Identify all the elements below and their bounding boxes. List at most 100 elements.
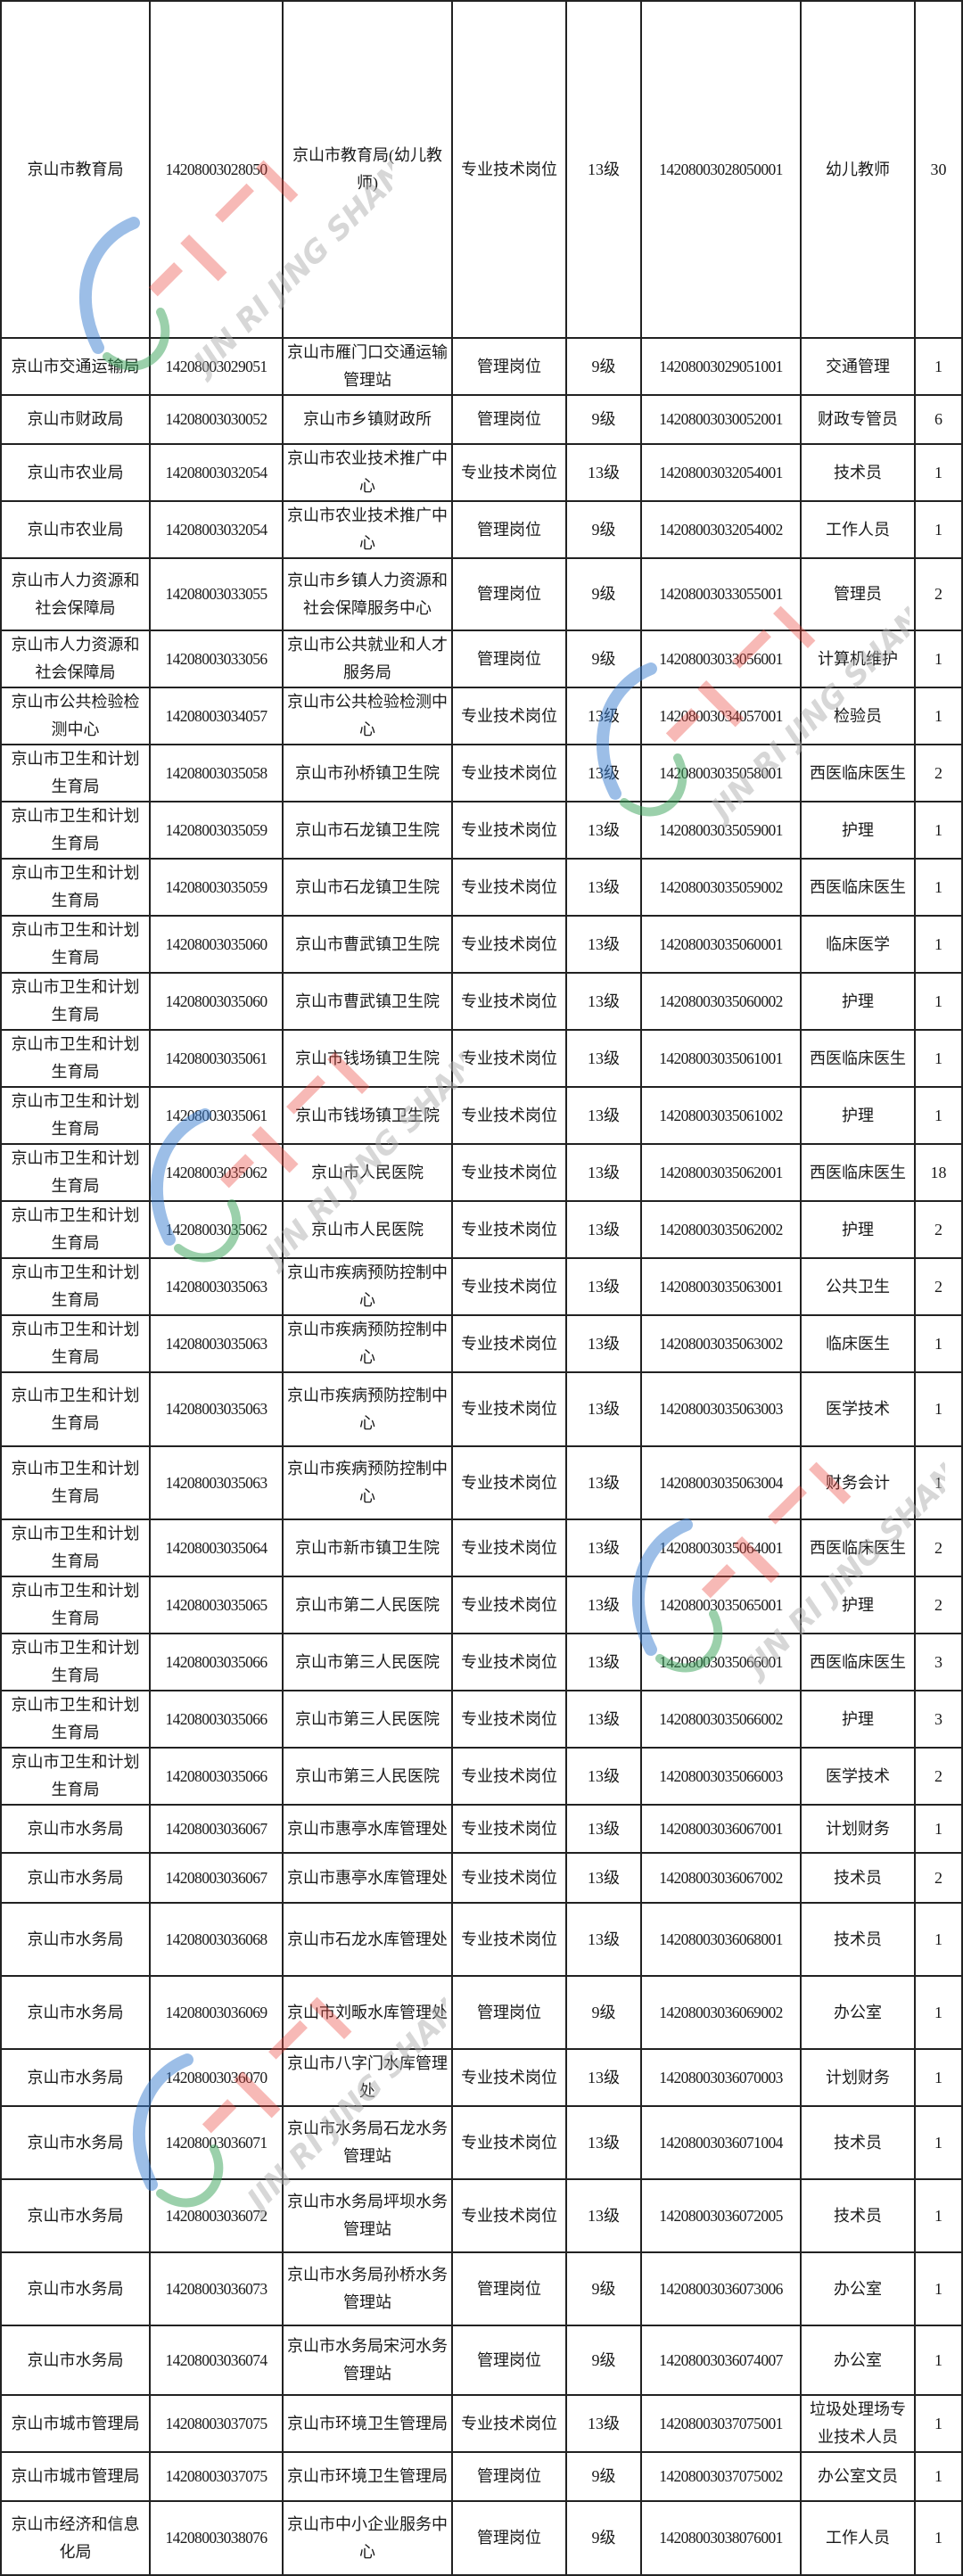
cell-position-code: 14208003035064001 bbox=[640, 1518, 802, 1577]
cell-department: 京山市公共检验检测中心 bbox=[0, 687, 151, 745]
cell-grade: 13级 bbox=[565, 443, 642, 502]
cell-grade: 13级 bbox=[565, 858, 642, 917]
cell-position-type: 专业技术岗位 bbox=[451, 915, 567, 974]
cell-unit: 京山市教育局(幼儿教师) bbox=[282, 0, 453, 339]
cell-grade: 9级 bbox=[565, 2325, 642, 2396]
cell-unit: 京山市中小企业服务中心 bbox=[282, 2500, 453, 2576]
cell-grade: 9级 bbox=[565, 337, 642, 396]
cell-position-type: 专业技术岗位 bbox=[451, 2178, 567, 2253]
cell-unit: 京山市刘畈水库管理处 bbox=[282, 1975, 453, 2050]
cell-headcount: 1 bbox=[914, 2500, 963, 2576]
table-row: 京山市卫生和计划生育局 14208003035059 京山市石龙镇卫生院 专业技术岗位… bbox=[0, 801, 963, 860]
cell-department-code: 14208003028050 bbox=[149, 0, 284, 339]
cell-unit: 京山市公共检验检测中心 bbox=[282, 687, 453, 745]
cell-position-type: 管理岗位 bbox=[451, 557, 567, 631]
cell-unit: 京山市疾病预防控制中心 bbox=[282, 1314, 453, 1373]
cell-position-name: 办公室 bbox=[800, 2325, 916, 2396]
cell-position-type: 专业技术岗位 bbox=[451, 801, 567, 860]
cell-position-name: 西医临床医生 bbox=[800, 1143, 916, 1202]
cell-position-type: 专业技术岗位 bbox=[451, 1576, 567, 1634]
cell-position-type: 管理岗位 bbox=[451, 2251, 567, 2326]
cell-position-code: 14208003035063001 bbox=[640, 1257, 802, 1316]
cell-unit: 京山市钱场镇卫生院 bbox=[282, 1086, 453, 1145]
cell-position-type: 专业技术岗位 bbox=[451, 1200, 567, 1259]
cell-department-code: 14208003035062 bbox=[149, 1143, 284, 1202]
cell-headcount: 1 bbox=[914, 1086, 963, 1145]
cell-grade: 13级 bbox=[565, 1257, 642, 1316]
cell-department-code: 14208003037075 bbox=[149, 2394, 284, 2453]
cell-department: 京山市水务局 bbox=[0, 2251, 151, 2326]
cell-position-type: 管理岗位 bbox=[451, 2451, 567, 2502]
table-row: 京山市水务局 14208003036070 京山市八字门水库管理处 专业技术岗位 13级… bbox=[0, 2048, 963, 2107]
cell-position-code: 14208003036068001 bbox=[640, 1902, 802, 1977]
cell-department: 京山市财政局 bbox=[0, 394, 151, 445]
cell-position-type: 专业技术岗位 bbox=[451, 1804, 567, 1854]
cell-grade: 13级 bbox=[565, 1747, 642, 1806]
cell-grade: 9级 bbox=[565, 1975, 642, 2050]
cell-department: 京山市卫生和计划生育局 bbox=[0, 915, 151, 974]
cell-position-name: 检验员 bbox=[800, 687, 916, 745]
cell-position-type: 管理岗位 bbox=[451, 2500, 567, 2576]
cell-unit: 京山市第三人民医院 bbox=[282, 1690, 453, 1749]
cell-position-code: 14208003036072005 bbox=[640, 2178, 802, 2253]
cell-department-code: 14208003035060 bbox=[149, 972, 284, 1031]
cell-department-code: 14208003035060 bbox=[149, 915, 284, 974]
cell-position-code: 14208003035058001 bbox=[640, 744, 802, 802]
cell-grade: 13级 bbox=[565, 1029, 642, 1088]
cell-department: 京山市卫生和计划生育局 bbox=[0, 1371, 151, 1447]
cell-headcount: 1 bbox=[914, 630, 963, 688]
cell-position-type: 专业技术岗位 bbox=[451, 858, 567, 917]
cell-unit: 京山市雁门口交通运输管理站 bbox=[282, 337, 453, 396]
cell-position-name: 计划财务 bbox=[800, 2048, 916, 2107]
cell-unit: 京山市疾病预防控制中心 bbox=[282, 1371, 453, 1447]
cell-headcount: 1 bbox=[914, 500, 963, 559]
cell-position-code: 14208003035060001 bbox=[640, 915, 802, 974]
cell-grade: 13级 bbox=[565, 1690, 642, 1749]
cell-position-type: 管理岗位 bbox=[451, 630, 567, 688]
cell-department: 京山市教育局 bbox=[0, 0, 151, 339]
cell-position-type: 专业技术岗位 bbox=[451, 1747, 567, 1806]
cell-position-name: 护理 bbox=[800, 1690, 916, 1749]
cell-department: 京山市水务局 bbox=[0, 2048, 151, 2107]
cell-department-code: 14208003035066 bbox=[149, 1747, 284, 1806]
table-row: 京山市卫生和计划生育局 14208003035062 京山市人民医院 专业技术岗位 13… bbox=[0, 1200, 963, 1259]
cell-unit: 京山市石龙镇卫生院 bbox=[282, 801, 453, 860]
cell-position-name: 幼儿教师 bbox=[800, 0, 916, 339]
cell-department-code: 14208003038076 bbox=[149, 2500, 284, 2576]
table-row: 京山市水务局 14208003036074 京山市水务局宋河水务管理站 管理岗位 9级 1… bbox=[0, 2325, 963, 2396]
table-row: 京山市交通运输局 14208003029051 京山市雁门口交通运输管理站 管理岗位 9… bbox=[0, 337, 963, 396]
table-row: 京山市人力资源和社会保障局 14208003033056 京山市公共就业和人才服务局… bbox=[0, 630, 963, 688]
cell-position-type: 专业技术岗位 bbox=[451, 1143, 567, 1202]
cell-position-code: 14208003035063002 bbox=[640, 1314, 802, 1373]
cell-department-code: 14208003035062 bbox=[149, 1200, 284, 1259]
cell-department-code: 14208003035064 bbox=[149, 1518, 284, 1577]
cell-unit: 京山市第三人民医院 bbox=[282, 1633, 453, 1691]
cell-position-name: 医学技术 bbox=[800, 1371, 916, 1447]
cell-position-name: 财务会计 bbox=[800, 1445, 916, 1520]
cell-department: 京山市经济和信息化局 bbox=[0, 2500, 151, 2576]
cell-headcount: 1 bbox=[914, 1804, 963, 1854]
cell-department-code: 14208003034057 bbox=[149, 687, 284, 745]
cell-position-name: 工作人员 bbox=[800, 500, 916, 559]
cell-department-code: 14208003036071 bbox=[149, 2105, 284, 2180]
cell-department-code: 14208003035059 bbox=[149, 858, 284, 917]
cell-position-code: 14208003035061002 bbox=[640, 1086, 802, 1145]
cell-grade: 13级 bbox=[565, 1143, 642, 1202]
cell-position-code: 14208003037075001 bbox=[640, 2394, 802, 2453]
cell-unit: 京山市环境卫生管理局 bbox=[282, 2394, 453, 2453]
cell-position-code: 14208003034057001 bbox=[640, 687, 802, 745]
cell-grade: 13级 bbox=[565, 2048, 642, 2107]
cell-unit: 京山市八字门水库管理处 bbox=[282, 2048, 453, 2107]
cell-headcount: 1 bbox=[914, 915, 963, 974]
cell-position-name: 管理员 bbox=[800, 557, 916, 631]
cell-headcount: 3 bbox=[914, 1633, 963, 1691]
cell-grade: 13级 bbox=[565, 1086, 642, 1145]
cell-headcount: 1 bbox=[914, 1314, 963, 1373]
cell-position-name: 技术员 bbox=[800, 2178, 916, 2253]
cell-position-code: 14208003035059002 bbox=[640, 858, 802, 917]
cell-grade: 13级 bbox=[565, 1852, 642, 1904]
cell-position-name: 技术员 bbox=[800, 1902, 916, 1977]
table-row: 京山市城市管理局 14208003037075 京山市环境卫生管理局 管理岗位 9级 14… bbox=[0, 2451, 963, 2502]
cell-department: 京山市卫生和计划生育局 bbox=[0, 1200, 151, 1259]
